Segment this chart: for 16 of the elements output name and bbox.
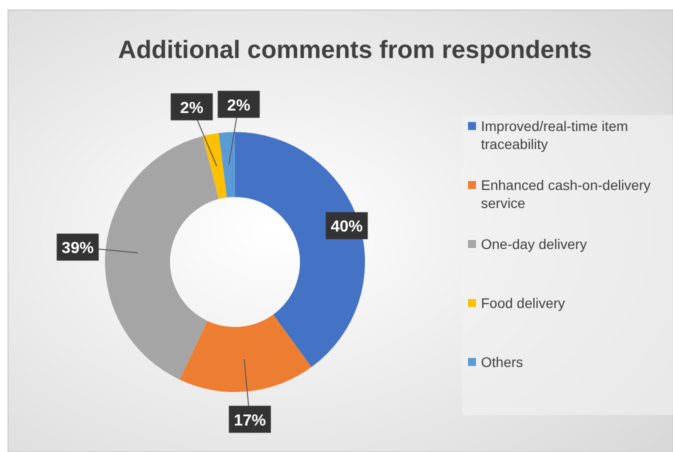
donut-slice (218, 132, 235, 198)
data-label: 39% (62, 240, 94, 258)
data-label: 17% (234, 412, 266, 430)
data-label: 40% (330, 218, 363, 236)
legend-label: Enhanced cash-on-delivery service (481, 177, 651, 211)
data-label: 2% (180, 100, 204, 117)
donut-slice (235, 132, 365, 368)
legend-label: One-day delivery (481, 236, 587, 252)
donut-slice (202, 133, 227, 200)
donut-slice (180, 314, 312, 392)
legend-label: Others (481, 354, 524, 370)
legend-label: Improved/real-time item traceability (481, 118, 628, 152)
donut-slice (105, 136, 219, 380)
legend-label: Food delivery (481, 295, 566, 311)
data-label: 2% (227, 97, 250, 114)
chart-title: Additional comments from respondents (118, 36, 592, 64)
